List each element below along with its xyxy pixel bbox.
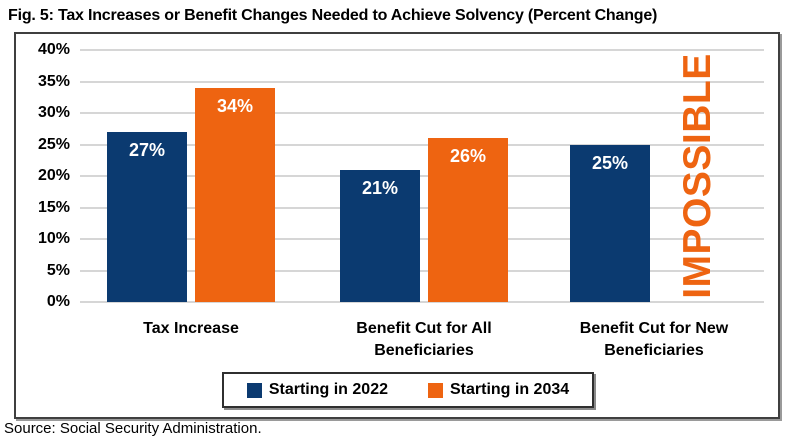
grid-line [80,80,764,83]
legend-swatch [428,382,443,398]
legend-item-label: Starting in 2034 [450,381,570,398]
y-axis-tick-label: 15% [37,198,70,216]
bar-value-label: 34% [216,95,254,116]
bar: 21% [340,169,420,302]
bar: 27% [107,131,187,302]
bar: 34% [195,87,275,302]
figure-title: Fig. 5: Tax Increases or Benefit Changes… [8,7,658,24]
y-axis-tick-label: 20% [37,167,70,184]
grid-line [80,175,764,177]
grid-line [80,301,764,303]
bar-value-label: 21% [361,177,399,198]
impossible-annotation-text: IMPOSSIBLE [676,53,720,299]
bar: 26% [428,138,508,302]
legend-item: Starting in 2034 [428,381,569,399]
y-axis-tick-label: 30% [37,104,70,121]
grid-line [80,269,764,272]
legend-item-label: Starting in 2022 [268,381,388,398]
chart-area: 0% 5% 10% 15% 20% 25% 30% 35% 40% 27% 21% 25% 34% 26%… [14,32,780,419]
grid-line [80,238,764,240]
y-axis-tick-label: 5% [46,261,70,279]
y-axis-tick-label: 40% [37,41,70,58]
category-label: Benefit Cut for All Beneficiaries [356,320,492,359]
y-axis-tick-label: 35% [37,72,70,90]
bar-value-label: 27% [128,139,166,160]
category-label: Benefit Cut for New Beneficiaries [579,320,729,359]
legend-item: Starting in 2022 [246,381,388,399]
source-note: Source: Social Security Administration. [4,420,262,437]
legend-swatch [246,382,262,398]
grid-line [80,206,764,209]
grid-line [80,112,764,114]
y-axis-tick-label: 0% [46,293,70,310]
y-axis-tick-label: 25% [37,135,70,153]
legend: Starting in 2022 Starting in 2034 [222,372,594,408]
grid-line [80,49,764,51]
y-axis-tick-label: 10% [37,230,70,247]
bar: 25% [570,144,650,302]
category-label: Tax Increase [143,320,239,337]
bar-value-label: 25% [591,152,629,173]
grid-line [80,143,764,146]
bar-value-label: 26% [449,146,487,167]
impossible-annotation: IMPOSSIBLE [658,50,738,302]
